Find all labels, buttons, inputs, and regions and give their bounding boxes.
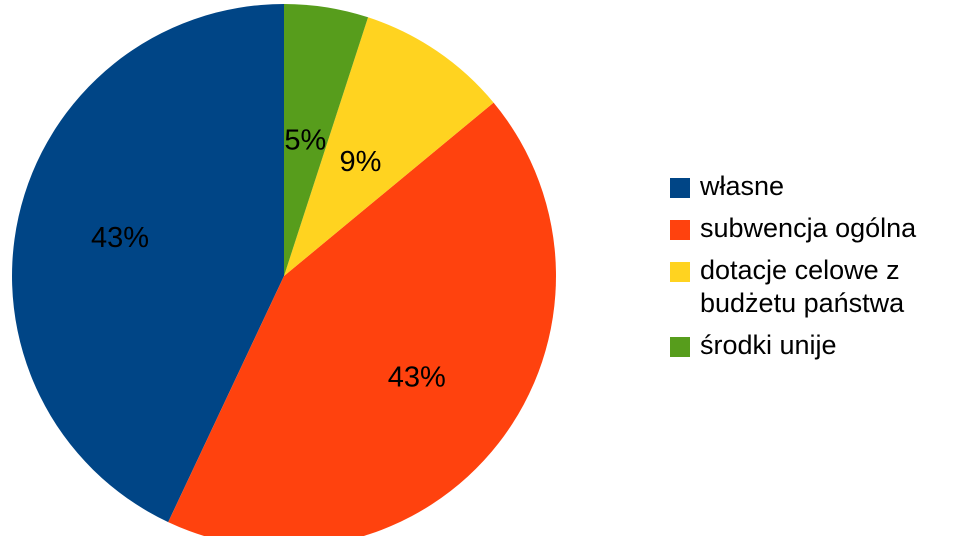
pie-value-label-wlasne: 43% [91, 222, 149, 254]
legend-label-wlasne: własne [700, 171, 785, 201]
pie-slice-subwencja-ogolna [168, 102, 556, 536]
legend-item-dotacje-celowe: dotacje celowe z budżetu państwa [670, 254, 960, 320]
pie-slice-dotacje-celowe [284, 17, 494, 277]
legend-label-dotacje-celowe-line-1: dotacje celowe z [700, 255, 900, 285]
legend-item-subwencja-ogolna: subwencja ogólna [670, 212, 960, 245]
legend-swatch-wlasne [670, 178, 690, 198]
pie-value-label-dotacje-celowe: 9% [339, 146, 381, 178]
pie-value-label-subwencja-ogolna: 43% [388, 362, 446, 394]
pie-value-label-srodki-unije: 5% [284, 124, 326, 156]
legend-item-srodki-unije: środki unije [670, 329, 960, 362]
pie-slice-wlasne [12, 4, 285, 523]
pie-slices [12, 3, 556, 536]
legend: własne subwencja ogólna dotacje celowe z… [670, 170, 960, 371]
legend-item-wlasne: własne [670, 170, 960, 203]
legend-swatch-srodki-unije [670, 337, 690, 357]
legend-swatch-subwencja-ogolna [670, 220, 690, 240]
legend-swatch-dotacje-celowe [670, 262, 690, 282]
legend-label-subwencja-ogolna: subwencja ogólna [700, 213, 917, 243]
pie-value-labels: 43% 43% 9% 5% [91, 124, 446, 393]
legend-label-srodki-unije: środki unije [700, 330, 837, 360]
pie-slice-srodki-unije [284, 3, 369, 276]
legend-label-dotacje-celowe-line-2: budżetu państwa [700, 288, 905, 318]
